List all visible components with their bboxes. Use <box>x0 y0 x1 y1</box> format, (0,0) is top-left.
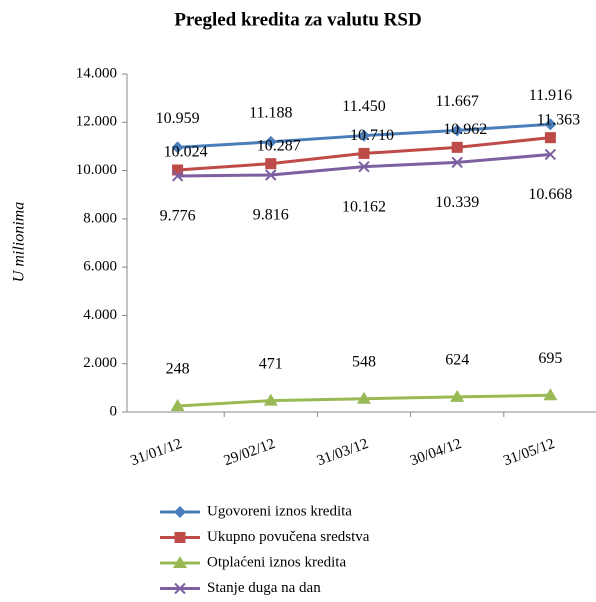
data-label: 11.450 <box>342 98 385 115</box>
data-label: 9.816 <box>253 207 289 224</box>
y-tick-label: 2.000 <box>83 355 117 371</box>
data-label: 10.024 <box>164 144 208 161</box>
point <box>358 160 370 173</box>
point <box>450 389 465 402</box>
data-label: 624 <box>445 352 469 369</box>
data-label: 10.668 <box>528 186 572 203</box>
y-tick-label: 14.000 <box>76 65 117 81</box>
point <box>264 135 277 148</box>
y-tick-label: 12.000 <box>76 114 117 130</box>
point <box>172 164 184 176</box>
legend-marker <box>174 506 186 518</box>
point <box>451 141 463 153</box>
data-label: 11.667 <box>435 93 478 110</box>
data-label: 248 <box>166 361 190 378</box>
data-label: 10.710 <box>350 127 394 144</box>
legend-label: Ugovoreni iznos kredita <box>207 503 352 519</box>
point <box>357 391 371 404</box>
point <box>544 132 556 144</box>
data-label: 9.776 <box>160 208 196 225</box>
point <box>358 129 370 142</box>
y-tick-label: 8.000 <box>83 210 117 226</box>
y-tick-label: 6.000 <box>83 259 117 275</box>
point <box>358 147 370 159</box>
data-label: 10.287 <box>257 137 301 154</box>
data-label: 11.188 <box>249 105 292 122</box>
data-label: 695 <box>538 350 562 367</box>
point <box>543 388 558 401</box>
legend-label: Stanje duga na dan <box>207 580 321 596</box>
point <box>263 393 278 406</box>
point <box>171 141 184 154</box>
data-label: 11.363 <box>537 111 580 128</box>
legend-marker <box>173 556 187 568</box>
data-label: 10.962 <box>443 121 487 138</box>
point <box>544 118 557 131</box>
legend-label: Ukupno povučena sredstva <box>207 529 370 545</box>
point <box>544 148 557 161</box>
data-label: 11.916 <box>529 87 572 104</box>
point <box>451 156 463 169</box>
legend-marker <box>174 582 186 595</box>
data-label: 471 <box>259 355 283 372</box>
point <box>265 158 277 170</box>
point <box>265 169 277 181</box>
data-label: 10.339 <box>435 194 479 211</box>
chart-title: Pregled kredita za valutu RSD <box>174 9 421 30</box>
y-tick-label: 4.000 <box>83 307 117 323</box>
data-label: 10.959 <box>156 110 200 127</box>
point <box>170 399 185 412</box>
point <box>451 124 464 137</box>
point <box>171 170 184 182</box>
legend-label: Otplaćeni iznos kredita <box>207 554 346 570</box>
data-label: 548 <box>352 353 376 370</box>
y-axis-label: U milionima <box>11 202 28 282</box>
y-tick-label: 0 <box>110 403 118 419</box>
data-label: 10.162 <box>342 198 386 215</box>
legend-marker <box>174 532 186 543</box>
y-tick-label: 10.000 <box>76 162 117 178</box>
